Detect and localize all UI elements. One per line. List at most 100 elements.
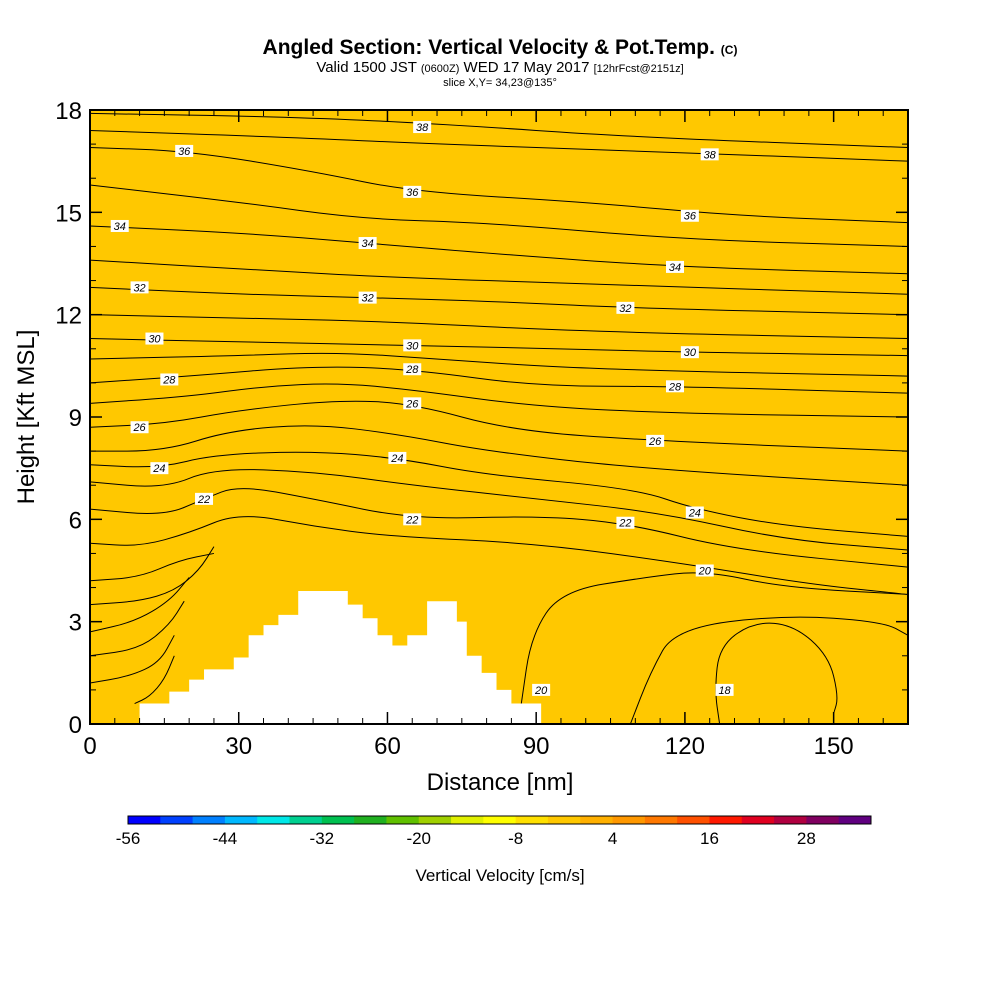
forecast-info: [12hrFcst@2151z] <box>593 63 684 75</box>
valid-date: WED 17 May 2017 <box>463 59 590 76</box>
contour-label: 32 <box>133 282 145 294</box>
colorbar-swatch <box>354 816 387 824</box>
x-axis-label: Distance [nm] <box>427 769 574 796</box>
x-tick-label: 120 <box>665 733 705 760</box>
contour-label-box <box>616 516 635 529</box>
contour-label: 22 <box>197 494 210 506</box>
colorbar-swatch <box>483 816 517 824</box>
contour-labels: 38 38 36 36 36 34 34 34 32 32 32 30 30 30 28 28 28 26 26 26… <box>110 121 734 697</box>
contour-label-box <box>665 380 684 393</box>
colorbar-swatch <box>418 816 452 824</box>
colorbar-tick-label: -8 <box>508 829 523 848</box>
contour-label: 30 <box>148 334 161 346</box>
colorbar-swatch <box>547 816 581 824</box>
contour-label-box <box>715 683 734 696</box>
contour-label-box <box>403 339 422 352</box>
contour-label-box <box>680 346 699 359</box>
colorbar-swatch <box>838 816 872 824</box>
colorbar-swatch <box>515 816 549 824</box>
contour-label-box <box>388 451 407 464</box>
contour-label: 28 <box>162 374 176 386</box>
colorbar-swatch <box>289 816 323 824</box>
contour-label-box <box>175 144 194 157</box>
theta-contour <box>715 622 838 724</box>
contour-label-box <box>695 564 714 577</box>
contour-label: 20 <box>534 685 548 697</box>
colorbar-tick-label: -56 <box>116 829 141 848</box>
contour-label-box <box>413 121 432 134</box>
contour-label: 26 <box>648 436 662 448</box>
contour-label: 22 <box>405 514 418 526</box>
contour-label-box <box>358 291 377 304</box>
colorbar-swatch <box>644 816 678 824</box>
theta-contour <box>90 352 908 377</box>
contour-label: 30 <box>684 347 697 359</box>
colorbar-swatch <box>160 816 194 824</box>
contour-label: 26 <box>132 422 146 434</box>
theta-contour <box>90 314 908 340</box>
contour-label: 34 <box>669 262 681 274</box>
x-tick-label: 60 <box>374 733 401 760</box>
colorbar-tick-label: -44 <box>213 829 238 848</box>
contour-label: 38 <box>416 122 429 134</box>
colorbar-tick-label: 16 <box>700 829 719 848</box>
theta-contour <box>90 451 908 537</box>
valid-time: Valid 1500 JST <box>316 59 417 76</box>
colorbar-tick-label: 4 <box>608 829 617 848</box>
contour-label-box <box>665 260 684 273</box>
contour-label-box <box>403 185 422 198</box>
colorbar-swatch <box>774 816 807 824</box>
colorbar-label: Vertical Velocity [cm/s] <box>415 866 584 885</box>
contour-label-box <box>532 683 551 696</box>
contour-label-box <box>403 397 422 410</box>
contour-label: 34 <box>361 238 373 250</box>
contour-label-box <box>130 421 149 434</box>
colorbar-swatch <box>386 816 420 824</box>
contour-label-box <box>646 434 665 447</box>
contour-label-box <box>195 492 214 505</box>
contour-label-box <box>685 506 704 519</box>
contour-label-box <box>616 301 635 314</box>
theta-contour <box>90 184 908 247</box>
theta-contour <box>90 286 908 316</box>
theta-contour <box>520 572 908 704</box>
slice-info: slice X,Y= 34,23@135° <box>443 77 557 89</box>
contour-label: 36 <box>684 211 697 223</box>
contour-label: 24 <box>152 463 165 475</box>
theta-contour <box>90 225 908 275</box>
theta-contour <box>90 383 908 418</box>
theta-contour <box>134 655 175 704</box>
colorbar-swatch <box>128 816 161 824</box>
colorbar-tick-label: -20 <box>406 829 431 848</box>
colorbar-swatch <box>806 816 840 824</box>
chart-title: Angled Section: Vertical Velocity & Pot.… <box>262 36 738 59</box>
colorbar-swatch <box>741 816 775 824</box>
contour-label-box <box>700 148 719 161</box>
theta-contour <box>90 576 190 633</box>
colorbar-tick-label: -32 <box>310 829 335 848</box>
contour-label-box <box>403 363 422 376</box>
contour-label-box <box>403 513 422 526</box>
y-tick-label: 0 <box>69 712 82 739</box>
theta-contour <box>90 129 908 162</box>
x-tick-label: 150 <box>814 733 854 760</box>
colorbar-swatch <box>451 816 484 824</box>
colorbar-swatch <box>192 816 226 824</box>
contour-label-box <box>150 462 169 475</box>
x-tick-label: 90 <box>523 733 550 760</box>
velocity-background <box>90 110 908 724</box>
terrain-shape <box>139 590 542 724</box>
y-tick-label: 6 <box>69 507 82 534</box>
colorbar-swatch <box>321 816 355 824</box>
colorbar-swatch <box>257 816 291 824</box>
theta-contour <box>90 425 908 486</box>
y-tick-label: 18 <box>55 98 82 125</box>
contour-label: 30 <box>406 340 419 352</box>
contour-label-box <box>160 373 179 386</box>
colorbar-swatch <box>709 816 743 824</box>
theta-contour <box>90 469 908 551</box>
velocity-field <box>90 110 908 724</box>
theta-contour <box>90 635 175 684</box>
